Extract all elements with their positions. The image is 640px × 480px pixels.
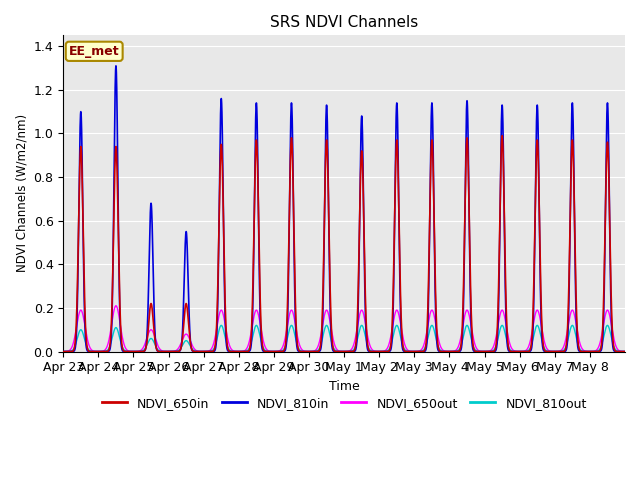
X-axis label: Time: Time [329, 380, 360, 393]
Title: SRS NDVI Channels: SRS NDVI Channels [270, 15, 419, 30]
Y-axis label: NDVI Channels (W/m2/nm): NDVI Channels (W/m2/nm) [15, 114, 28, 273]
Legend: NDVI_650in, NDVI_810in, NDVI_650out, NDVI_810out: NDVI_650in, NDVI_810in, NDVI_650out, NDV… [97, 392, 591, 415]
Text: EE_met: EE_met [69, 45, 120, 58]
